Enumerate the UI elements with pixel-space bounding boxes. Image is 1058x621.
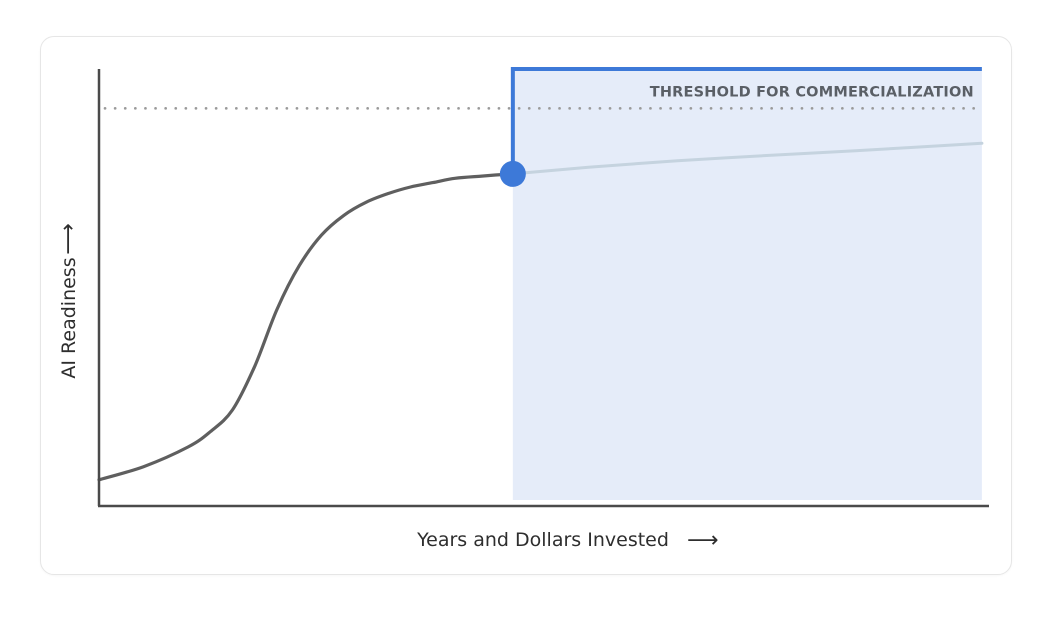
chart-card: THRESHOLD FOR COMMERCIALIZATION Years an…: [40, 36, 1012, 575]
y-axis-arrow-icon: ⟶: [56, 223, 81, 255]
projection-line: [511, 141, 984, 176]
readiness-line: [97, 172, 515, 482]
axes-layer: [97, 69, 989, 508]
highlight-region: [512, 69, 982, 500]
current-point: [499, 160, 526, 187]
threshold-label: THRESHOLD FOR COMMERCIALIZATION: [650, 84, 974, 100]
readiness-chart: THRESHOLD FOR COMMERCIALIZATION Years an…: [56, 67, 989, 553]
threshold-layer: THRESHOLD FOR COMMERCIALIZATION: [103, 84, 984, 110]
x-axis-title-group: Years and Dollars Invested ⟶: [416, 528, 718, 553]
x-axis-title: Years and Dollars Invested: [416, 529, 669, 551]
x-axis-arrow-icon: ⟶: [687, 528, 719, 553]
current-point-layer: [499, 160, 526, 187]
y-axis-title: AI Readiness: [58, 257, 80, 378]
y-axis-title-group: AI Readiness ⟶: [56, 223, 81, 378]
step-line: [510, 67, 982, 174]
highlight-region-layer: [510, 67, 982, 500]
series-layer: [97, 141, 984, 482]
